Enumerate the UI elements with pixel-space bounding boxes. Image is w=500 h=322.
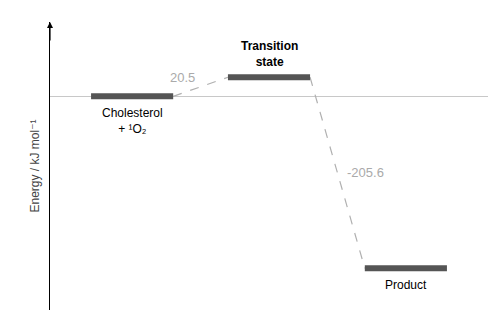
svg-text:20.5: 20.5 [170,70,195,85]
svg-text:-205.6: -205.6 [347,165,384,180]
svg-text:Transitionstate: Transitionstate [241,39,298,69]
svg-text:Product: Product [385,278,427,292]
svg-text:Energy / kJ mol⁻¹: Energy / kJ mol⁻¹ [28,119,42,212]
svg-text:Cholesterol+ ¹O₂: Cholesterol+ ¹O₂ [102,106,163,136]
